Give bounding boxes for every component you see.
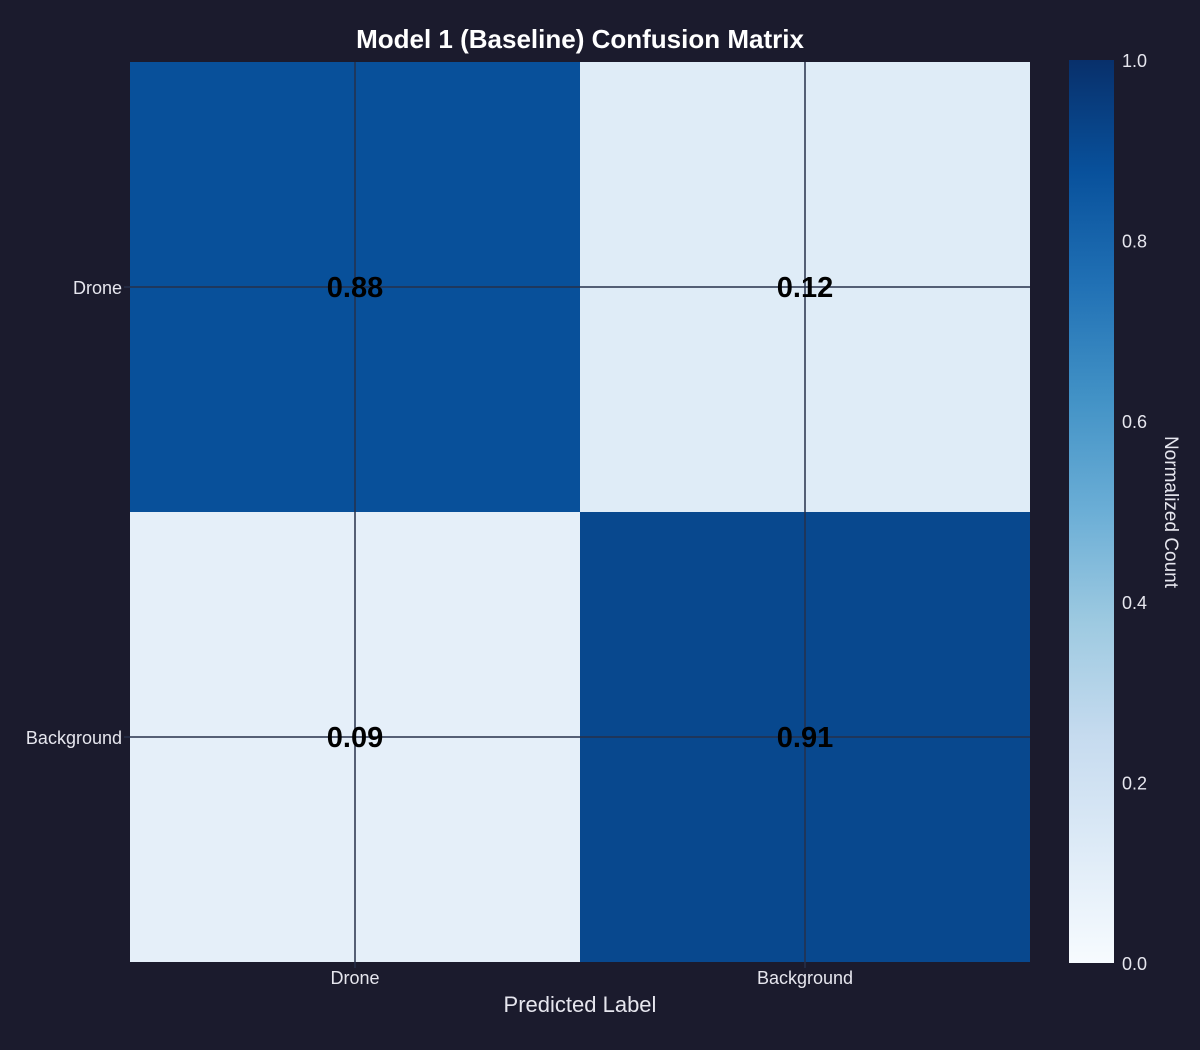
- y-tick-label: Background: [26, 728, 122, 748]
- chart-title: Model 1 (Baseline) Confusion Matrix: [356, 24, 804, 54]
- colorbar-label: Normalized Count: [1160, 435, 1181, 589]
- x-tick-label: Background: [757, 968, 853, 988]
- y-tick-label: Drone: [73, 278, 122, 298]
- colorbar-tick-label: 0.6: [1122, 412, 1147, 432]
- colorbar-tick-label: 1.0: [1122, 51, 1147, 71]
- colorbar-tick-label: 0.0: [1122, 954, 1147, 974]
- colorbar: [1069, 60, 1114, 963]
- cell-value-label: 0.91: [777, 722, 833, 754]
- x-axis-label: Predicted Label: [503, 992, 657, 1017]
- cell-value-label: 0.12: [777, 272, 833, 304]
- colorbar-tick-label: 0.4: [1122, 593, 1147, 613]
- cell-value-label: 0.09: [327, 722, 383, 754]
- cell-value-label: 0.88: [327, 272, 383, 304]
- colorbar-tick-label: 0.2: [1122, 773, 1147, 793]
- colorbar-tick-label: 0.8: [1122, 232, 1147, 252]
- x-tick-label: Drone: [330, 968, 379, 988]
